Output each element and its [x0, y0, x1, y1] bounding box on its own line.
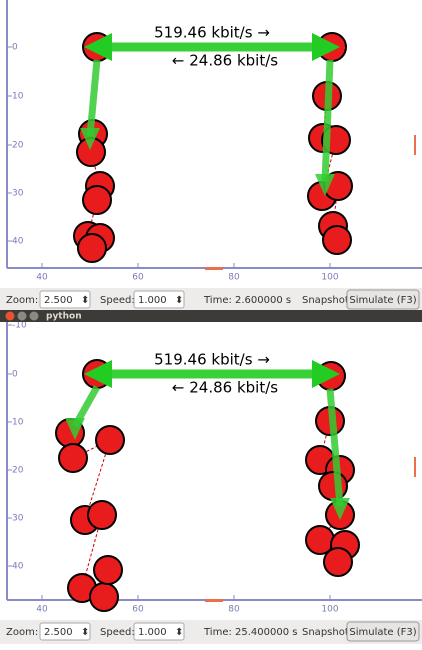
x-tick-label: 80	[228, 605, 240, 615]
marker	[205, 267, 223, 270]
spinner: ⬍	[81, 627, 89, 638]
y-tick-label: 0	[12, 370, 18, 380]
flow-label: ← 24.86 kbit/s	[172, 379, 278, 397]
marker	[414, 457, 416, 477]
node[interactable]	[95, 425, 125, 455]
speed-label: Speed:	[100, 295, 135, 306]
node[interactable]	[318, 471, 348, 501]
y-tick-label: 20	[12, 141, 24, 151]
marker	[205, 599, 223, 602]
y-tick-label: 40	[12, 562, 24, 572]
node[interactable]	[93, 555, 123, 585]
arrow-head	[80, 128, 100, 150]
window-button[interactable]	[5, 311, 15, 321]
x-tick-label: 100	[321, 605, 338, 615]
flow-arrow	[86, 59, 101, 137]
node[interactable]	[82, 185, 112, 215]
x-tick-label: 40	[36, 273, 48, 283]
zoom-value: 2.500	[44, 627, 73, 638]
time-label: Time: 25.400000 s	[203, 627, 298, 638]
y-tick-label: 0	[12, 43, 18, 53]
snapshot-button[interactable]: Snapshot	[302, 295, 349, 306]
speed-input[interactable]	[133, 290, 185, 309]
speed-label: Speed:	[100, 627, 135, 638]
arrow-head	[312, 33, 340, 61]
spinner: ⬍	[81, 295, 89, 306]
speed-input[interactable]	[133, 622, 185, 641]
zoom-label: Zoom:	[6, 627, 38, 638]
y-tick-label: 10	[12, 92, 24, 102]
node[interactable]	[89, 582, 119, 612]
simulate-button[interactable]	[346, 289, 420, 310]
x-tick-label: 40	[36, 605, 48, 615]
y-tick-label: -10	[12, 321, 27, 331]
zoom-value: 2.500	[44, 295, 73, 306]
spinner: ⬍	[175, 627, 183, 638]
marker	[414, 135, 416, 155]
flow-arrow	[326, 388, 344, 507]
window-button[interactable]	[17, 311, 27, 321]
node[interactable]	[58, 443, 88, 473]
simulate-button[interactable]	[346, 621, 420, 642]
x-tick-label: 80	[228, 273, 240, 283]
y-tick-label: 30	[12, 189, 24, 199]
zoom-label: Zoom:	[6, 295, 38, 306]
snapshot-button[interactable]: Snapshot	[302, 627, 349, 638]
zoom-input[interactable]	[39, 290, 91, 309]
link	[84, 439, 111, 521]
node[interactable]	[323, 547, 353, 577]
arrow-head	[315, 174, 335, 196]
arrow-head	[312, 360, 340, 388]
y-tick-label: 40	[12, 237, 24, 247]
window-button[interactable]	[29, 311, 39, 321]
flow-label: 519.46 kbit/s →	[154, 24, 270, 42]
y-tick-label: 20	[12, 466, 24, 476]
time-label: Time: 2.600000 s	[203, 295, 291, 306]
node[interactable]	[77, 233, 107, 263]
flow-label: ← 24.86 kbit/s	[172, 52, 278, 70]
arrow-head	[84, 360, 112, 388]
simulate-label[interactable]: Simulate (F3)	[349, 627, 416, 638]
zoom-input[interactable]	[39, 622, 91, 641]
simulate-label[interactable]: Simulate (F3)	[349, 295, 416, 306]
arrow-head	[65, 418, 85, 440]
x-tick-label: 60	[132, 273, 144, 283]
x-tick-label: 100	[321, 273, 338, 283]
node[interactable]	[322, 225, 352, 255]
arrow-head	[84, 33, 112, 61]
y-tick-label: 30	[12, 514, 24, 524]
flow-arrow	[321, 59, 334, 183]
y-tick-label: 10	[12, 418, 24, 428]
window-title: python	[46, 312, 82, 322]
title-bar	[0, 310, 422, 322]
flow-label: 519.46 kbit/s →	[154, 351, 270, 369]
spinner: ⬍	[175, 295, 183, 306]
speed-value: 1.000	[138, 627, 167, 638]
node[interactable]	[87, 500, 117, 530]
x-tick-label: 60	[132, 605, 144, 615]
speed-value: 1.000	[138, 295, 167, 306]
arrow-head	[330, 498, 350, 520]
